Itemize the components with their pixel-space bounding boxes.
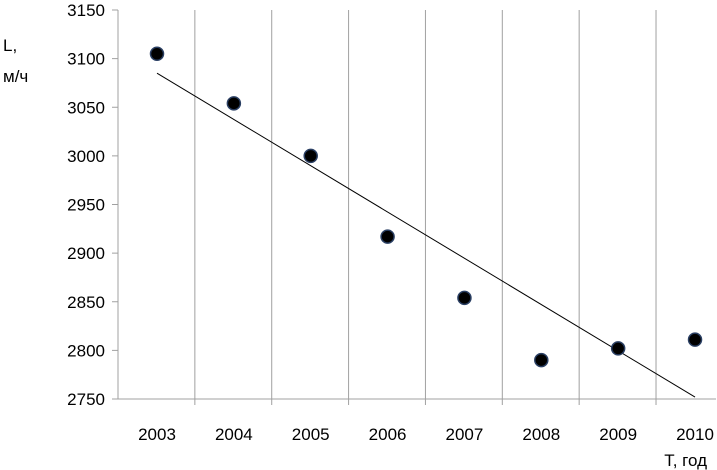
x-tick-label: 2004 <box>215 425 253 444</box>
data-point <box>303 148 318 164</box>
data-point <box>149 46 165 62</box>
y-tick-label: 3050 <box>67 98 105 117</box>
grid-lines <box>194 10 657 405</box>
data-point <box>380 229 395 244</box>
y-axis-title-line2: м/ч <box>3 67 28 86</box>
data-point <box>534 352 549 368</box>
x-tick-labels: 2003 2004 2005 2006 2007 2008 2009 2010 <box>138 425 714 444</box>
data-point <box>226 96 242 111</box>
x-tick-label: 2006 <box>369 425 407 444</box>
y-axis-title-line1: L, <box>3 36 17 55</box>
y-tick-label: 2850 <box>67 293 105 312</box>
data-point <box>610 341 626 356</box>
data-point <box>687 332 703 347</box>
data-points <box>149 46 703 368</box>
data-point <box>457 290 472 306</box>
x-tick-label: 2010 <box>676 425 714 444</box>
y-tick-label: 3100 <box>67 50 105 69</box>
y-tick-label: 2750 <box>67 390 105 409</box>
x-axis-title: T, год <box>664 451 707 470</box>
x-tick-label: 2008 <box>522 425 560 444</box>
y-tick-label: 2950 <box>67 196 105 215</box>
x-tick-label: 2007 <box>446 425 484 444</box>
x-tick-label: 2009 <box>599 425 637 444</box>
x-tick-label: 2005 <box>292 425 330 444</box>
y-tick-label: 3150 <box>67 1 105 20</box>
trend-line <box>156 72 696 398</box>
y-tick-label: 2900 <box>67 244 105 263</box>
y-tick-label: 3000 <box>67 147 105 166</box>
y-tick-labels: 3150 3100 3050 3000 2950 2900 2850 2800 2750 <box>67 1 118 409</box>
x-tick-label: 2003 <box>138 425 176 444</box>
y-tick-label: 2800 <box>67 341 105 360</box>
